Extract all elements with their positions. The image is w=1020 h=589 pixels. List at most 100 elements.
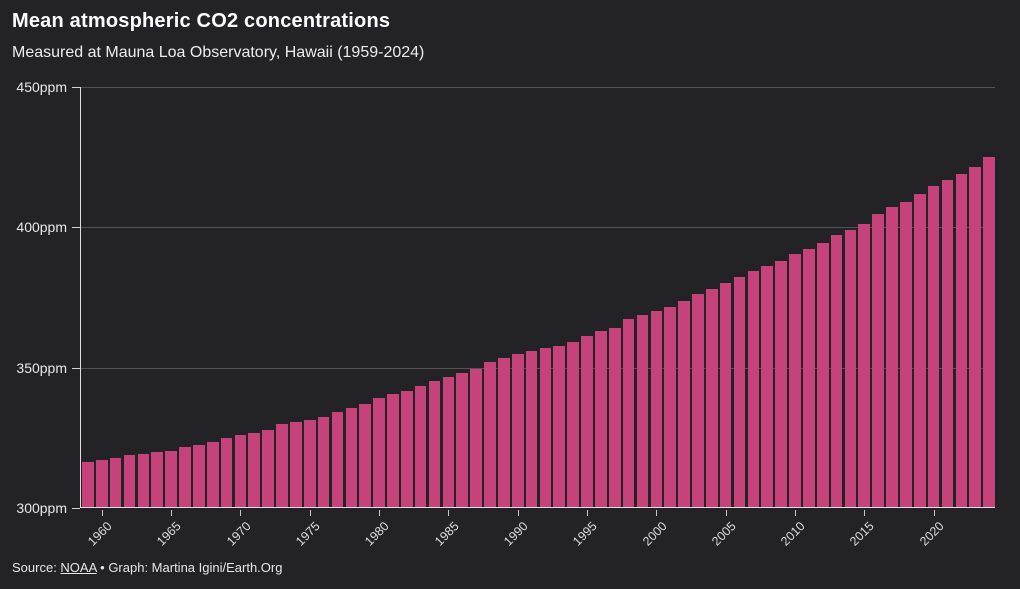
source-link-noaa[interactable]: NOAA [60, 560, 97, 575]
bar-2012[interactable] [816, 243, 829, 507]
bar-1976[interactable] [317, 417, 330, 507]
x-axis-label-1990: 1990 [501, 519, 531, 549]
x-axis-tick-1985 [448, 510, 450, 516]
bar-1961[interactable] [109, 457, 122, 507]
bar-1973[interactable] [276, 423, 288, 507]
x-axis-label-1960: 1960 [85, 519, 115, 549]
bar-1975[interactable] [303, 419, 316, 507]
source-line: Source: NOAA • Graph: Martina Igini/Eart… [12, 560, 282, 575]
bar-1985[interactable] [442, 376, 455, 507]
bar-2005[interactable] [719, 282, 732, 507]
x-axis-label-2005: 2005 [708, 519, 739, 549]
graph-credit: • Graph: Martina Igini/Earth.Org [96, 560, 283, 575]
bar-1983[interactable] [414, 385, 427, 507]
bar-1972[interactable] [262, 429, 274, 507]
bar-1995[interactable] [581, 335, 593, 507]
y-axis-label-350: 350ppm [16, 359, 67, 376]
bar-2001[interactable] [664, 306, 677, 507]
bar-2014[interactable] [844, 229, 857, 507]
x-axis-tick-2000 [656, 510, 658, 516]
bar-2009[interactable] [775, 261, 787, 507]
bar-1980[interactable] [373, 398, 385, 507]
bar-1966[interactable] [179, 447, 191, 507]
bar-2013[interactable] [830, 235, 843, 507]
bar-2015[interactable] [858, 223, 871, 507]
bar-2021[interactable] [941, 180, 954, 507]
x-axis-tick-2010 [794, 510, 796, 516]
bar-1991[interactable] [525, 350, 538, 507]
gridline-450ppm [81, 87, 995, 88]
bar-1978[interactable] [345, 407, 358, 507]
bar-2024[interactable] [983, 157, 995, 507]
bar-1999[interactable] [636, 314, 649, 507]
bar-1993[interactable] [553, 346, 566, 507]
bar-2000[interactable] [650, 311, 663, 507]
bar-1974[interactable] [290, 422, 302, 507]
bar-1977[interactable] [331, 412, 344, 507]
bar-1986[interactable] [456, 373, 469, 507]
bar-2011[interactable] [803, 249, 815, 507]
x-axis-label-2010: 2010 [778, 519, 808, 549]
bar-1969[interactable] [220, 437, 233, 507]
bar-2010[interactable] [789, 254, 801, 507]
y-axis-tick-350 [72, 367, 80, 369]
bar-1960[interactable] [95, 459, 108, 507]
bar-1996[interactable] [595, 330, 607, 507]
bar-2002[interactable] [678, 300, 690, 507]
x-axis-label-2000: 2000 [639, 519, 670, 549]
bar-2019[interactable] [913, 193, 926, 507]
bar-1963[interactable] [137, 453, 150, 507]
bar-1965[interactable] [165, 450, 177, 507]
x-axis-label-1985: 1985 [431, 519, 462, 549]
bar-1984[interactable] [428, 381, 441, 507]
x-axis-label-1995: 1995 [570, 519, 600, 549]
bar-2004[interactable] [705, 288, 718, 507]
x-axis-label-2020: 2020 [916, 519, 947, 549]
y-axis: 300ppm 350ppm 400ppm 450ppm [0, 79, 80, 516]
x-axis-tick-2020 [933, 510, 935, 516]
x-axis-tick-1990 [517, 510, 519, 516]
bar-1964[interactable] [151, 451, 164, 507]
x-axis-label-1970: 1970 [223, 519, 254, 549]
bar-2008[interactable] [761, 266, 774, 507]
y-axis-label-400: 400ppm [16, 219, 67, 236]
x-axis-label-1965: 1965 [154, 519, 185, 549]
bar-2016[interactable] [872, 213, 884, 507]
y-axis-label-300: 300ppm [16, 500, 67, 516]
bar-1979[interactable] [359, 403, 372, 507]
x-axis-tick-1975 [309, 510, 311, 516]
bar-1968[interactable] [206, 442, 219, 507]
bar-2003[interactable] [692, 293, 704, 507]
x-axis-tick-1970 [240, 510, 242, 516]
bar-2017[interactable] [886, 207, 898, 507]
bar-1959[interactable] [82, 462, 94, 507]
bar-1997[interactable] [608, 327, 621, 507]
x-axis-tick-1965 [171, 510, 173, 516]
bar-1994[interactable] [567, 341, 579, 507]
bar-1982[interactable] [400, 390, 413, 507]
bar-1970[interactable] [234, 434, 247, 507]
bar-1992[interactable] [539, 348, 552, 507]
bar-1998[interactable] [622, 319, 635, 507]
bar-1989[interactable] [498, 357, 510, 507]
bar-2007[interactable] [747, 271, 760, 507]
chart-title: Mean atmospheric CO2 concentrations [12, 10, 391, 32]
bar-2020[interactable] [927, 186, 940, 507]
x-axis-tick-2015 [864, 510, 866, 516]
source-label: Source: [12, 560, 61, 575]
x-axis-tick-1995 [587, 510, 589, 516]
bar-1981[interactable] [387, 394, 399, 507]
bar-1967[interactable] [193, 444, 205, 507]
bar-2023[interactable] [969, 167, 982, 507]
bar-1971[interactable] [248, 433, 261, 507]
bar-2022[interactable] [955, 174, 968, 507]
bar-1962[interactable] [123, 455, 136, 507]
bar-1987[interactable] [470, 368, 482, 507]
bar-2018[interactable] [900, 201, 912, 507]
y-axis-tick-400 [72, 227, 80, 229]
chart-subtitle: Measured at Mauna Loa Observatory, Hawai… [12, 44, 425, 61]
bar-1990[interactable] [511, 354, 524, 507]
bar-1988[interactable] [484, 361, 496, 507]
bar-2006[interactable] [733, 276, 746, 507]
gridline-400ppm [81, 227, 995, 229]
